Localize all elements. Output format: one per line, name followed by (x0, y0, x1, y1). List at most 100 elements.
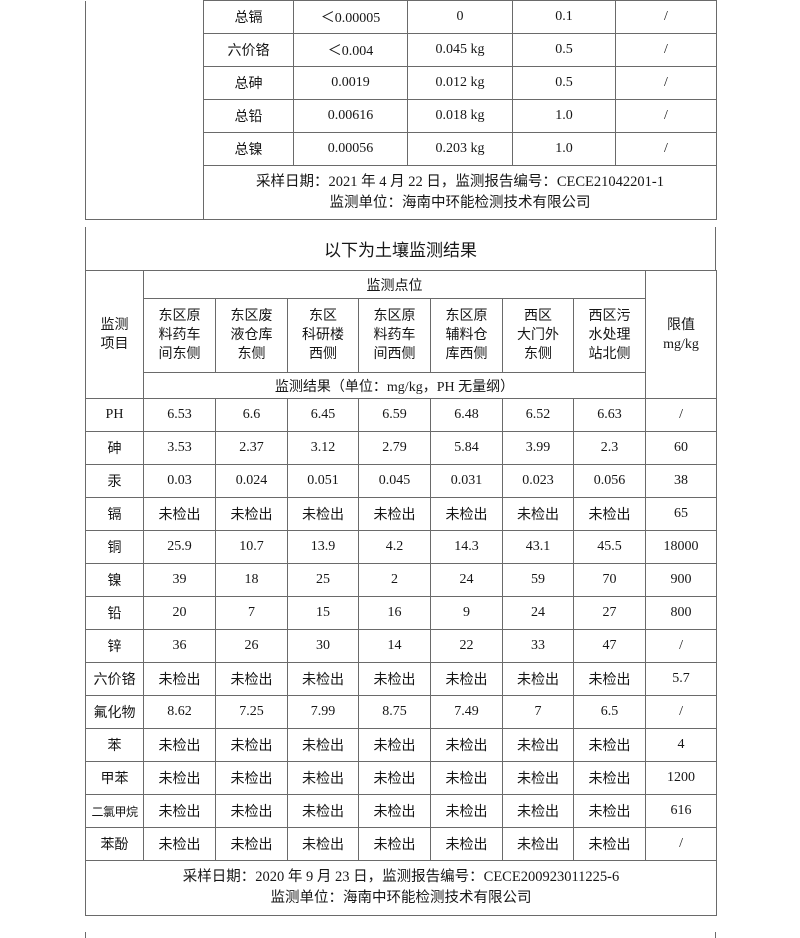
row-label: 铅 (85, 596, 144, 630)
cell: 6.53 (143, 398, 216, 432)
cell: 70 (572, 563, 647, 597)
cell: ＜0.00005 (293, 0, 408, 34)
cell: 未检出 (287, 761, 359, 795)
row-label: 镉 (85, 497, 144, 531)
table-footer-row: 采样日期：2021 年 4 月 22 日，监测报告编号：CECE21042201… (86, 165, 717, 220)
cell: 未检出 (358, 728, 431, 762)
row-label: 总镍 (203, 132, 294, 166)
cell: 0.031 (430, 464, 503, 498)
table-row: 氟化物 8.62 7.25 7.99 8.75 7.49 7 6.5 / (85, 695, 718, 729)
cell: 未检出 (502, 497, 574, 531)
cell: 0.024 (215, 464, 288, 498)
monitoring-unit-line: 监测单位：海南中环能检测技术有限公司 (270, 890, 532, 906)
sampling-date-line: 采样日期：2021 年 4 月 22 日，监测报告编号：CECE21042201… (255, 173, 664, 190)
cell: 24 (502, 596, 574, 630)
cell: 2.37 (215, 431, 288, 465)
point-header: 西区 大门外 东侧 (502, 298, 574, 373)
table-row: 二氯甲烷 未检出 未检出 未检出 未检出 未检出 未检出 未检出 616 (85, 794, 718, 828)
row-label: 苯酚 (85, 827, 144, 861)
cell: 6.52 (502, 398, 574, 432)
cell: 26 (215, 629, 288, 663)
row-label: 六价铬 (85, 662, 144, 696)
cell: 0.018 kg (407, 99, 513, 133)
cell: 0 (407, 0, 513, 34)
table-row: 铅 20 7 15 16 9 24 27 800 (85, 596, 718, 630)
table-row: 总镍 0.00056 0.203 kg 1.0 / (86, 132, 717, 166)
cell: 2 (358, 563, 431, 597)
limit-cell: 4 (645, 728, 718, 762)
table-row: 苯 未检出 未检出 未检出 未检出 未检出 未检出 未检出 4 (85, 728, 718, 762)
cell: 未检出 (287, 827, 359, 861)
cell: 14 (358, 629, 431, 663)
cell: 47 (572, 629, 647, 663)
cell: 未检出 (502, 662, 574, 696)
cell: 未检出 (572, 497, 647, 531)
cell: 未检出 (287, 728, 359, 762)
cell: 6.59 (358, 398, 431, 432)
soil-monitoring-table: 监测 项目 监测点位 限值 mg/kg 东区原 料药车 间东侧 东区废 液仓库 … (84, 270, 718, 916)
cell: 0.5 (512, 33, 616, 67)
cell: 未检出 (430, 728, 503, 762)
cell: 未检出 (358, 794, 431, 828)
cell: 3.12 (287, 431, 359, 465)
cell: 未检出 (502, 794, 574, 828)
cell: 未检出 (430, 794, 503, 828)
cell: 未检出 (358, 761, 431, 795)
cell: 6.6 (215, 398, 288, 432)
point-header: 东区原 料药车 间东侧 (143, 298, 216, 373)
limit-cell: 18000 (645, 530, 718, 564)
cell: 30 (287, 629, 359, 663)
limit-cell: / (645, 398, 718, 432)
cell: 1.0 (512, 132, 616, 166)
limit-cell: 38 (645, 464, 718, 498)
cell: 6.63 (572, 398, 647, 432)
cell: 0.051 (287, 464, 359, 498)
cell: 未检出 (143, 662, 216, 696)
cell: 6.5 (572, 695, 647, 729)
table-row: 镉 未检出 未检出 未检出 未检出 未检出 未检出 未检出 65 (85, 497, 718, 531)
cell: 未检出 (215, 827, 288, 861)
cell: 未检出 (358, 497, 431, 531)
cell: 7 (502, 695, 574, 729)
cell: 25 (287, 563, 359, 597)
carryover-empty-cell (85, 0, 204, 220)
table-row: 总镉 ＜0.00005 0 0.1 / (85, 0, 717, 220)
limit-cell: / (645, 827, 718, 861)
cell: 未检出 (430, 761, 503, 795)
next-row-sliver (85, 932, 716, 938)
point-header: 东区废 液仓库 东侧 (215, 298, 288, 373)
table-footer-row: 采样日期：2020 年 9 月 23 日，监测报告编号：CECE20092301… (84, 860, 718, 916)
row-label: 六价铬 (203, 33, 294, 67)
cell: 59 (502, 563, 574, 597)
cell: 未检出 (572, 728, 647, 762)
limit-cell: 616 (645, 794, 718, 828)
cell: 未检出 (287, 794, 359, 828)
cell: 1.0 (512, 99, 616, 133)
limit-cell: 900 (645, 563, 718, 597)
cell: 0.056 (572, 464, 647, 498)
point-header: 东区原 辅料仓 库西侧 (430, 298, 503, 373)
row-label: 总铅 (203, 99, 294, 133)
cell: / (615, 99, 717, 133)
point-header: 东区 科研楼 西侧 (287, 298, 359, 373)
cell: 未检出 (502, 761, 574, 795)
limit-cell: 5.7 (645, 662, 718, 696)
cell: 0.1 (512, 0, 616, 34)
cell: 4.2 (358, 530, 431, 564)
limit-cell: 1200 (645, 761, 718, 795)
cell: 未检出 (215, 497, 288, 531)
cell: 7.25 (215, 695, 288, 729)
sampling-date-line: 采样日期：2020 年 9 月 23 日，监测报告编号：CECE20092301… (182, 869, 620, 885)
cell: 2.3 (572, 431, 647, 465)
cell: 0.0019 (293, 66, 408, 100)
cell: 未检出 (358, 827, 431, 861)
cell: / (615, 0, 717, 34)
cell: / (615, 33, 717, 67)
row-label: PH (85, 398, 144, 432)
cell: 13.9 (287, 530, 359, 564)
cell: 7 (215, 596, 288, 630)
cell: 33 (502, 629, 574, 663)
cell: 未检出 (215, 794, 288, 828)
limit-cell: 60 (645, 431, 718, 465)
